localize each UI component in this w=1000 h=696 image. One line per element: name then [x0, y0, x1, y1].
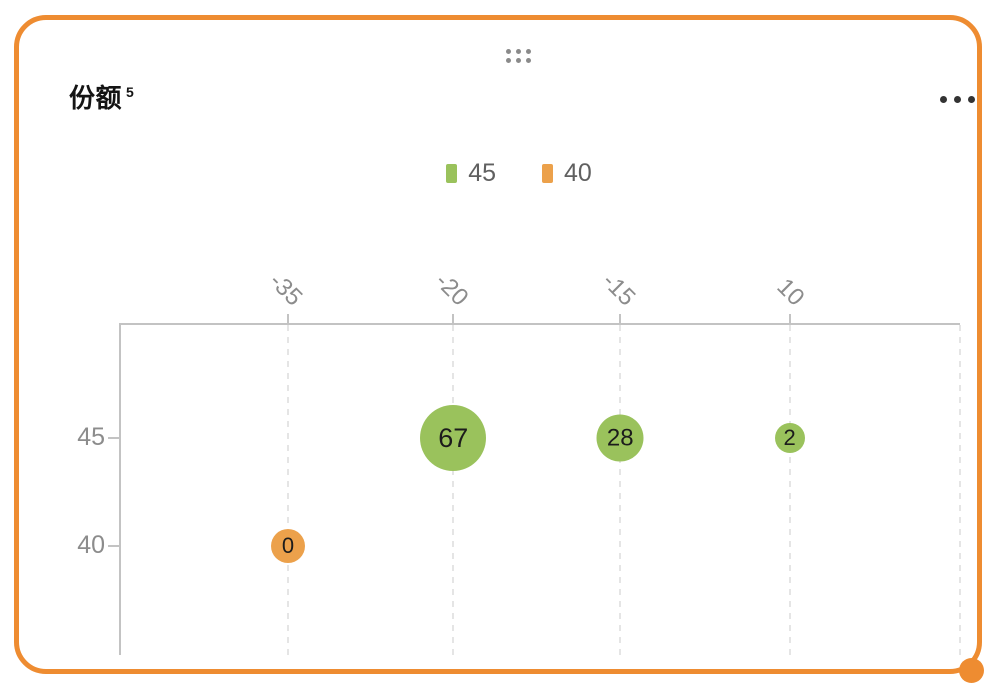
drag-handle-icon[interactable]	[506, 49, 531, 63]
legend-item-40[interactable]: 40	[542, 159, 592, 188]
x-axis-label: -35	[264, 267, 308, 312]
legend-label: 45	[468, 159, 496, 187]
gridline-vertical	[619, 325, 622, 655]
chart-widget-card: 份额 5 45 40 -35 -20 -15 10 45 40 67 28 2 0	[14, 15, 982, 674]
y-axis-tick	[108, 544, 119, 547]
x-axis-label: -15	[596, 267, 641, 312]
bubble-value-label: 2	[783, 425, 796, 451]
legend-swatch-orange	[542, 164, 553, 183]
bubble-value-label: 28	[606, 424, 634, 452]
y-axis-label: 40	[77, 530, 105, 559]
gridline-vertical	[452, 325, 455, 655]
legend-label: 40	[564, 159, 592, 187]
bubble-point[interactable]: 67	[420, 405, 487, 472]
bubble-point[interactable]: 0	[270, 528, 305, 563]
x-axis-tick	[286, 314, 289, 324]
x-axis-tick	[452, 314, 455, 324]
resize-handle[interactable]	[959, 658, 984, 683]
chart-title-superscript: 5	[126, 84, 135, 101]
chart-legend: 45 40	[19, 159, 1000, 188]
ellipsis-icon	[939, 95, 947, 103]
gridline-vertical-right-edge	[959, 325, 961, 655]
x-axis-tick	[788, 314, 791, 324]
gridline-vertical	[788, 325, 791, 655]
y-axis-label: 45	[77, 423, 105, 452]
chart-title-text: 份额	[69, 83, 123, 113]
plot-area: -35 -20 -15 10 45 40 67 28 2 0	[77, 268, 961, 655]
x-axis-label: -20	[429, 267, 474, 312]
more-options-button[interactable]	[931, 86, 983, 112]
legend-item-45[interactable]: 45	[446, 159, 496, 188]
x-axis-tick	[619, 314, 622, 324]
legend-swatch-green	[446, 164, 458, 183]
bubble-point[interactable]: 2	[774, 423, 805, 454]
bubble-point[interactable]: 28	[596, 414, 644, 462]
x-axis-label: 10	[771, 273, 810, 312]
chart-title: 份额 5	[69, 78, 134, 115]
y-axis-tick	[108, 437, 119, 440]
gridline-vertical	[286, 325, 289, 655]
bubble-value-label: 67	[438, 422, 469, 453]
bubble-value-label: 0	[281, 532, 295, 558]
